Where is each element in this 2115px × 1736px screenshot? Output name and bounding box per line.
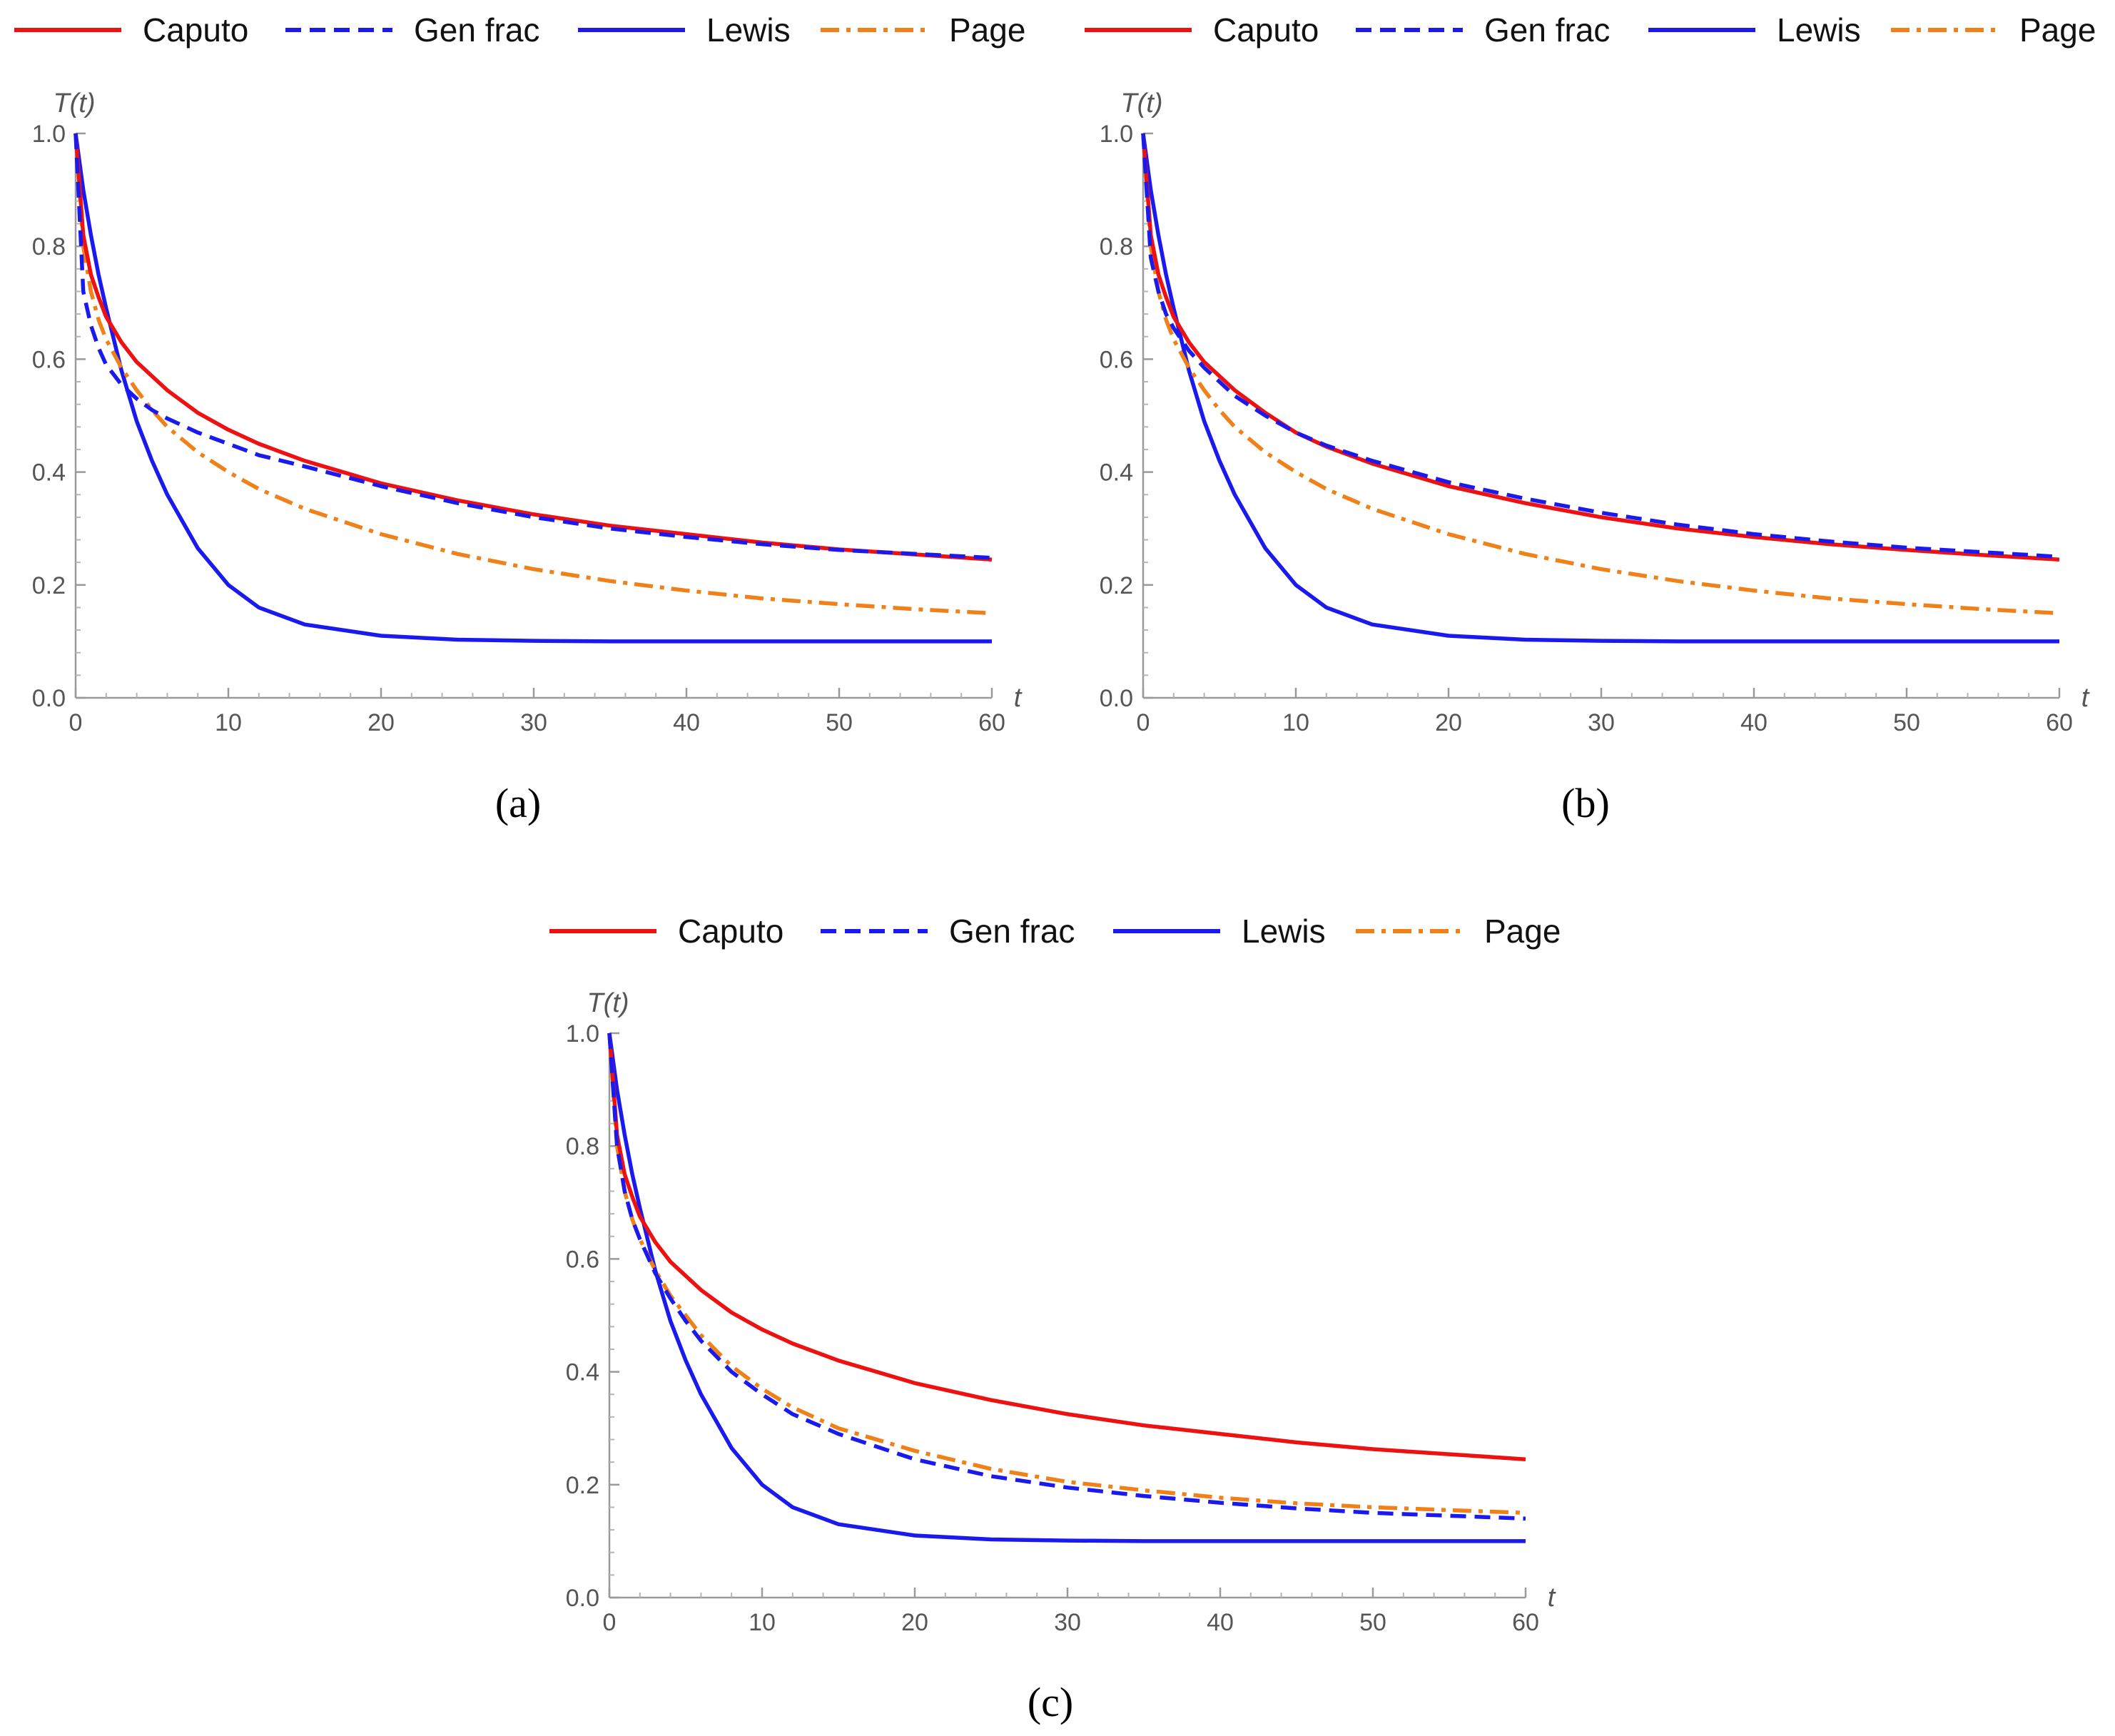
legend-label-gen-frac: Gen frac [949,913,1075,950]
x-tick-label: 20 [367,709,395,736]
legend-label-caputo: Caputo [1213,11,1319,49]
legend-label-page: Page [2019,11,2096,49]
x-tick-label: 30 [520,709,547,736]
series-line-lewis [1141,133,2059,644]
y-tick-label: 1.0 [566,1020,599,1047]
x-tick-label: 0 [69,709,83,736]
legend: Caputo Gen frac Lewis Page [549,913,1561,950]
x-tick-label: 10 [215,709,242,736]
panel-caption: (a) [495,780,541,826]
x-tick-label: 50 [1359,1609,1386,1636]
y-tick-label: 0.2 [32,572,66,599]
y-tick-label: 1.0 [1100,121,1133,148]
legend-label-lewis: Lewis [1777,11,1861,49]
legend-label-gen-frac: Gen frac [1484,11,1610,49]
x-tick-label: 0 [1137,709,1150,736]
y-tick-label: 0.6 [32,346,66,373]
x-tick-label: 60 [978,709,1005,736]
series-line-lewis [73,133,992,644]
panel-caption: (b) [1561,780,1610,826]
x-tick-label: 60 [1512,1609,1539,1636]
y-tick-label: 0.2 [1100,572,1133,599]
series-line-page [607,1032,1526,1516]
legend-label-lewis: Lewis [706,11,791,49]
series-line-caputo [607,1032,1526,1461]
legend-label-page: Page [1484,913,1561,950]
x-tick-label: 30 [1588,709,1615,736]
y-tick-label: 0.0 [566,1585,599,1612]
y-tick-label: 0.4 [1100,460,1133,487]
x-tick-label: 20 [901,1609,928,1636]
x-tick-label: 10 [749,1609,776,1636]
series-line-gen-frac [1141,133,2060,559]
y-tick-label: 0.8 [32,233,66,260]
series-line-page [1141,133,2060,616]
legend-label-gen-frac: Gen frac [414,11,539,49]
chart-panel-b: Caputo Gen frac Lewis Page 0 10 20 30 40 50 60 0.0 0… [1085,11,2096,826]
x-tick-label: 60 [2046,709,2073,736]
chart-panel-a: Caputo Gen frac Lewis Page 0 10 20 30 40 50 60 0.0 0… [14,11,1025,826]
series-line-gen-frac [607,1032,1526,1521]
y-tick-label: 0.0 [1100,685,1133,712]
x-tick-label: 40 [1207,1609,1234,1636]
x-tick-label: 50 [1893,709,1920,736]
legend-label-page: Page [949,11,1025,49]
x-tick-label: 40 [1740,709,1767,736]
series-line-gen-frac [73,133,993,560]
y-tick-label: 0.8 [566,1133,599,1160]
y-tick-label: 0.6 [566,1246,599,1273]
series-line-page [73,133,993,616]
legend-label-caputo: Caputo [143,11,248,49]
legend-label-lewis: Lewis [1242,913,1326,950]
x-axis-title: t [1014,683,1023,713]
y-axis-title: T(t) [587,988,629,1018]
y-axis-title: T(t) [1120,88,1162,118]
y-tick-label: 0.6 [1100,346,1133,373]
series-line-lewis [607,1032,1526,1543]
x-axis-title: t [1548,1583,1556,1613]
y-tick-label: 1.0 [32,121,66,148]
x-tick-label: 20 [1435,709,1462,736]
y-tick-label: 0.4 [566,1359,599,1386]
x-tick-label: 10 [1282,709,1309,736]
x-tick-label: 50 [826,709,853,736]
y-tick-label: 0.2 [566,1472,599,1499]
y-tick-label: 0.8 [1100,233,1133,260]
legend: Caputo Gen frac Lewis Page [1085,11,2096,49]
x-axis-title: t [2081,683,2090,713]
y-tick-label: 0.0 [32,685,66,712]
x-tick-label: 0 [603,1609,617,1636]
chart-panel-c: Caputo Gen frac Lewis Page 0 10 20 30 40 50 60 0.0 0… [549,913,1561,1725]
x-tick-label: 40 [673,709,700,736]
x-tick-label: 30 [1054,1609,1081,1636]
series-line-caputo [1141,133,2060,562]
legend: Caputo Gen frac Lewis Page [14,11,1025,49]
legend-label-caputo: Caputo [678,913,783,950]
y-tick-label: 0.4 [32,460,66,487]
panel-caption: (c) [1028,1679,1073,1725]
series-line-caputo [73,133,993,562]
y-axis-title: T(t) [53,88,95,118]
